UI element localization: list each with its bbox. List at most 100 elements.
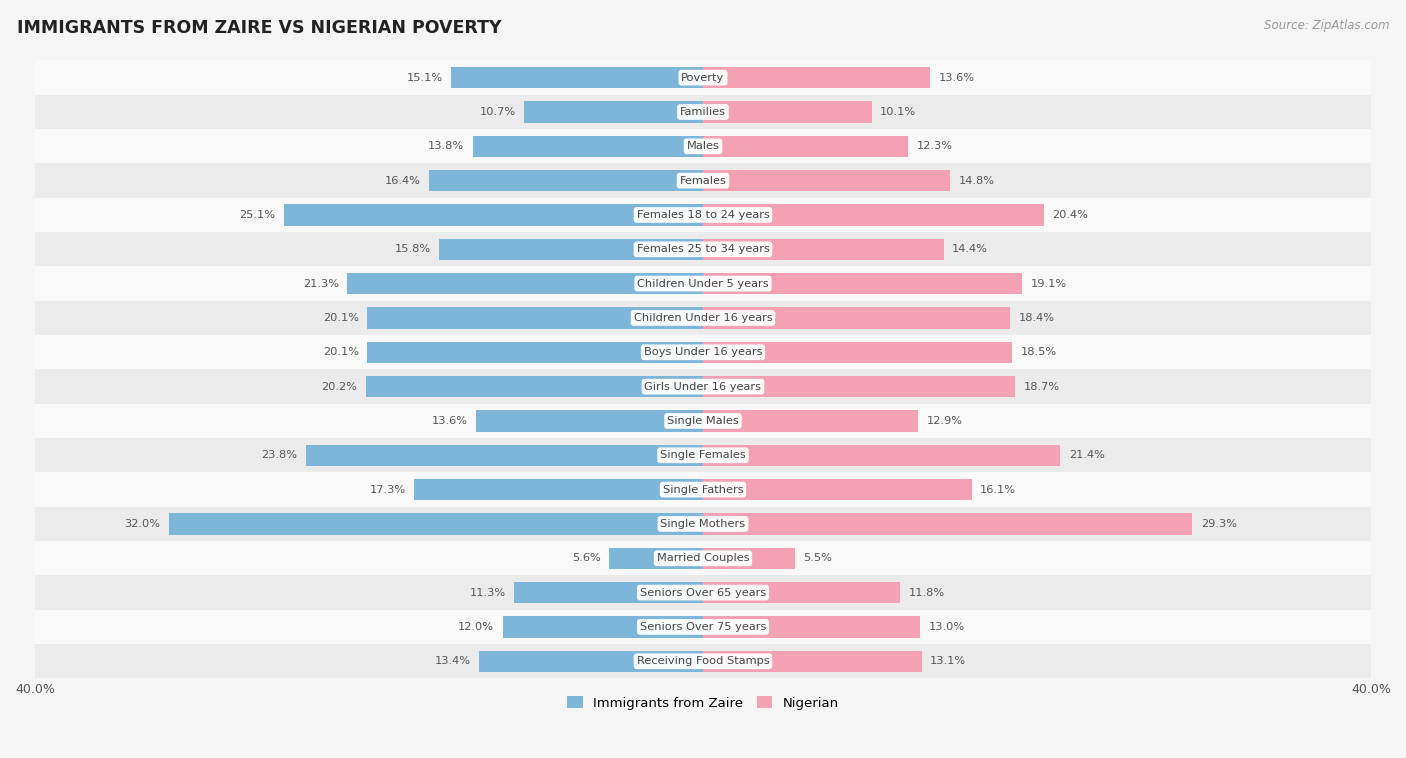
Text: 17.3%: 17.3% — [370, 484, 406, 495]
Bar — [35, 609, 1371, 644]
Bar — [703, 67, 931, 88]
Text: 20.1%: 20.1% — [323, 347, 359, 357]
Text: 13.1%: 13.1% — [931, 656, 966, 666]
Bar — [429, 170, 703, 191]
Bar — [35, 301, 1371, 335]
Text: 13.8%: 13.8% — [427, 141, 464, 152]
Bar — [35, 164, 1371, 198]
Text: Single Fathers: Single Fathers — [662, 484, 744, 495]
Bar — [35, 541, 1371, 575]
Text: Source: ZipAtlas.com: Source: ZipAtlas.com — [1264, 19, 1389, 32]
Bar — [703, 239, 943, 260]
Bar — [703, 445, 1060, 466]
Text: Single Males: Single Males — [666, 416, 740, 426]
Text: 20.2%: 20.2% — [322, 381, 357, 392]
Text: Males: Males — [686, 141, 720, 152]
Bar — [35, 198, 1371, 232]
Bar — [35, 369, 1371, 404]
Bar — [284, 205, 703, 226]
Bar — [35, 335, 1371, 369]
Bar — [703, 273, 1022, 294]
Text: 15.8%: 15.8% — [395, 244, 430, 254]
Text: 20.4%: 20.4% — [1052, 210, 1088, 220]
Text: 29.3%: 29.3% — [1201, 519, 1237, 529]
Bar — [35, 61, 1371, 95]
Bar — [439, 239, 703, 260]
Bar — [703, 547, 794, 569]
Text: 23.8%: 23.8% — [262, 450, 297, 460]
Text: Females 18 to 24 years: Females 18 to 24 years — [637, 210, 769, 220]
Bar — [305, 445, 703, 466]
Text: 10.1%: 10.1% — [880, 107, 917, 117]
Bar — [703, 376, 1015, 397]
Text: 14.8%: 14.8% — [959, 176, 994, 186]
Text: Females: Females — [679, 176, 727, 186]
Text: 10.7%: 10.7% — [479, 107, 516, 117]
Bar — [515, 582, 703, 603]
Bar — [703, 616, 920, 637]
Text: Single Females: Single Females — [661, 450, 745, 460]
Text: 21.4%: 21.4% — [1069, 450, 1105, 460]
Bar — [703, 102, 872, 123]
Text: 15.1%: 15.1% — [406, 73, 443, 83]
Text: Girls Under 16 years: Girls Under 16 years — [644, 381, 762, 392]
Text: 13.6%: 13.6% — [432, 416, 468, 426]
Text: 12.3%: 12.3% — [917, 141, 953, 152]
Text: Boys Under 16 years: Boys Under 16 years — [644, 347, 762, 357]
Text: 18.4%: 18.4% — [1019, 313, 1054, 323]
Bar — [609, 547, 703, 569]
Text: 14.4%: 14.4% — [952, 244, 988, 254]
Bar — [703, 205, 1043, 226]
Text: Females 25 to 34 years: Females 25 to 34 years — [637, 244, 769, 254]
Bar — [35, 507, 1371, 541]
Text: 21.3%: 21.3% — [302, 279, 339, 289]
Text: 11.8%: 11.8% — [908, 587, 945, 597]
Text: Married Couples: Married Couples — [657, 553, 749, 563]
Bar — [35, 644, 1371, 678]
Text: Receiving Food Stamps: Receiving Food Stamps — [637, 656, 769, 666]
Text: Poverty: Poverty — [682, 73, 724, 83]
Text: 13.0%: 13.0% — [928, 622, 965, 632]
Text: 11.3%: 11.3% — [470, 587, 506, 597]
Bar — [472, 136, 703, 157]
Text: IMMIGRANTS FROM ZAIRE VS NIGERIAN POVERTY: IMMIGRANTS FROM ZAIRE VS NIGERIAN POVERT… — [17, 19, 502, 37]
Bar — [703, 410, 918, 431]
Bar — [413, 479, 703, 500]
Bar — [35, 438, 1371, 472]
Bar — [524, 102, 703, 123]
Text: Seniors Over 75 years: Seniors Over 75 years — [640, 622, 766, 632]
Text: 13.4%: 13.4% — [434, 656, 471, 666]
Bar — [35, 129, 1371, 164]
Text: 18.5%: 18.5% — [1021, 347, 1056, 357]
Text: Seniors Over 65 years: Seniors Over 65 years — [640, 587, 766, 597]
Text: 12.0%: 12.0% — [458, 622, 495, 632]
Text: 32.0%: 32.0% — [124, 519, 160, 529]
Bar — [367, 307, 703, 329]
Bar — [347, 273, 703, 294]
Text: Families: Families — [681, 107, 725, 117]
Text: 13.6%: 13.6% — [938, 73, 974, 83]
Legend: Immigrants from Zaire, Nigerian: Immigrants from Zaire, Nigerian — [561, 691, 845, 715]
Bar — [366, 376, 703, 397]
Bar — [35, 267, 1371, 301]
Bar — [451, 67, 703, 88]
Text: 19.1%: 19.1% — [1031, 279, 1067, 289]
Text: Children Under 5 years: Children Under 5 years — [637, 279, 769, 289]
Bar — [35, 232, 1371, 267]
Bar — [35, 95, 1371, 129]
Bar — [703, 650, 922, 672]
Text: 25.1%: 25.1% — [239, 210, 276, 220]
Bar — [703, 479, 972, 500]
Bar — [35, 575, 1371, 609]
Bar — [35, 472, 1371, 507]
Bar — [479, 650, 703, 672]
Text: 5.6%: 5.6% — [572, 553, 602, 563]
Bar — [502, 616, 703, 637]
Text: Single Mothers: Single Mothers — [661, 519, 745, 529]
Bar — [703, 513, 1192, 534]
Text: 5.5%: 5.5% — [803, 553, 832, 563]
Bar — [703, 582, 900, 603]
Text: 16.1%: 16.1% — [980, 484, 1017, 495]
Text: 20.1%: 20.1% — [323, 313, 359, 323]
Text: 16.4%: 16.4% — [385, 176, 420, 186]
